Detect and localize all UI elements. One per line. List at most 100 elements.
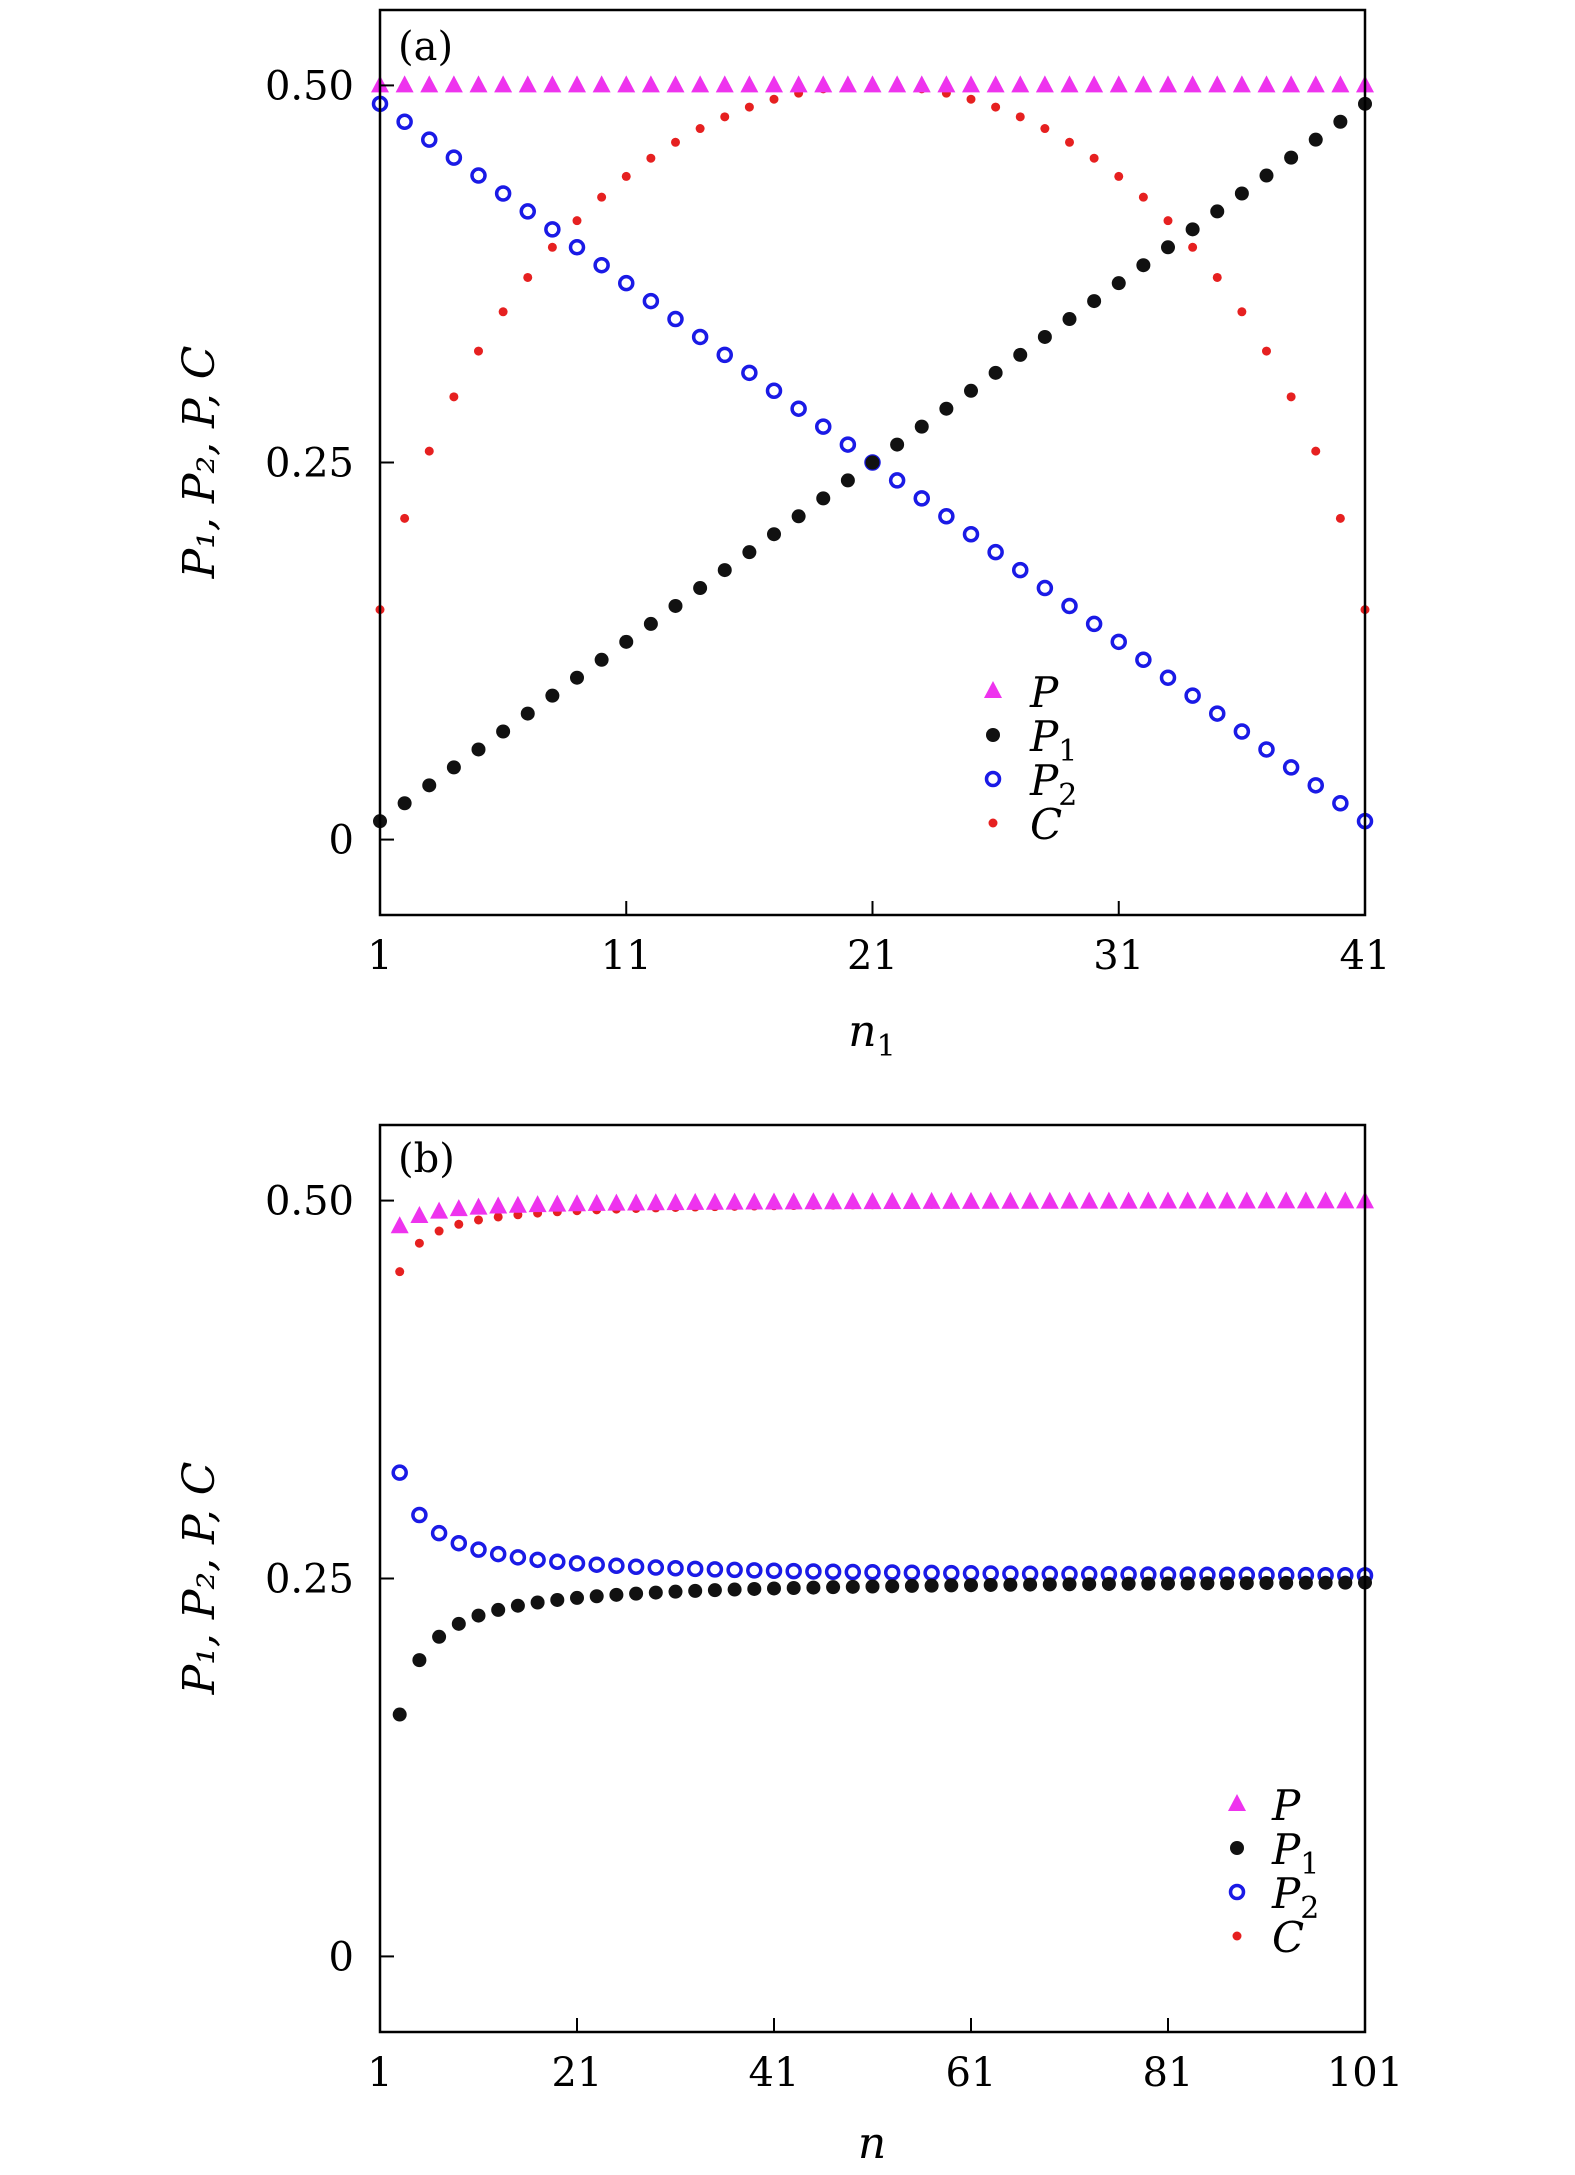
data-point-p [1035, 75, 1054, 93]
data-point-c [1040, 124, 1050, 134]
data-point-p2 [411, 1506, 428, 1524]
data-point-p2 [790, 400, 807, 417]
data-point-p2 [691, 328, 709, 346]
data-point-p1 [688, 1583, 703, 1598]
data-point-p [543, 75, 562, 93]
x-tick-label: 61 [946, 2050, 997, 2096]
legend-label-sub: 1 [1300, 1847, 1319, 1882]
legend-marker-p [984, 681, 1002, 698]
data-point-p [1296, 1191, 1315, 1209]
data-point-c [991, 102, 1001, 112]
data-point-p2 [618, 274, 635, 292]
data-point-p2 [1209, 705, 1226, 722]
legend-label-sub: 1 [1058, 734, 1077, 769]
data-point-p [888, 75, 907, 93]
data-point-p [1218, 1191, 1237, 1209]
data-point-p1 [432, 1629, 447, 1644]
data-point-p2 [815, 418, 832, 435]
data-point-c [597, 192, 607, 202]
data-point-p1 [1101, 1576, 1116, 1591]
series-c-a [375, 80, 1370, 615]
legend-label-sub: 2 [1058, 778, 1077, 813]
data-point-p1 [1087, 294, 1102, 309]
data-point-p1 [693, 581, 708, 596]
data-point-p1 [717, 563, 732, 578]
data-point-p [444, 75, 463, 93]
data-point-p2 [529, 1551, 546, 1569]
data-point-p2 [489, 1545, 507, 1563]
data-point-p [489, 1196, 508, 1214]
data-point-p [765, 75, 783, 93]
data-point-c [769, 94, 779, 104]
series-p1-b [392, 1575, 1372, 1722]
data-point-p [1277, 1191, 1296, 1209]
data-point-p1 [816, 491, 831, 506]
data-point-p [607, 1193, 626, 1211]
x-tick-label: 31 [1093, 933, 1144, 979]
data-point-p [705, 1192, 724, 1210]
data-point-p2 [642, 292, 660, 310]
data-point-c [547, 242, 557, 252]
data-point-p1 [988, 365, 1003, 380]
data-point-p [1257, 75, 1276, 93]
data-point-p1 [767, 527, 781, 542]
data-point-p2 [396, 113, 413, 131]
data-point-p [666, 1193, 685, 1211]
data-point-p [1257, 1191, 1276, 1209]
data-point-p2 [962, 525, 980, 543]
data-point-p2 [450, 1534, 468, 1552]
data-point-p2 [519, 203, 536, 220]
data-point-p2 [785, 1562, 802, 1580]
data-point-p1 [1062, 1577, 1077, 1592]
data-point-c [1237, 307, 1247, 317]
data-point-p [814, 75, 833, 93]
legend-item-p: P [984, 668, 1059, 717]
data-point-p [1336, 1191, 1355, 1209]
data-point-p [1099, 1191, 1118, 1209]
data-point-p1 [1062, 312, 1077, 327]
data-point-p1 [707, 1583, 722, 1598]
data-point-p2 [765, 382, 783, 400]
legend-marker-p [1228, 1794, 1246, 1811]
x-tick-label: 1 [367, 2050, 392, 2096]
data-point-c [1262, 346, 1271, 356]
data-point-p2 [494, 185, 512, 202]
data-point-c [474, 346, 483, 356]
x-tick-label: 21 [552, 2050, 603, 2096]
data-point-p1 [767, 1581, 781, 1596]
data-point-p [686, 1192, 705, 1210]
data-point-p [843, 1192, 862, 1210]
data-point-p1 [845, 1579, 860, 1594]
data-point-p2 [883, 1564, 901, 1581]
data-point-c [621, 171, 631, 181]
data-point-p2 [588, 1556, 605, 1573]
data-point-c [434, 1226, 444, 1236]
legend-label-p1: P1 [1029, 712, 1077, 769]
series-p2-a [371, 95, 1374, 830]
legend-label-main: P [1271, 1869, 1301, 1918]
data-point-p2 [913, 490, 930, 507]
data-point-p [1282, 75, 1301, 93]
legend-label-main: P [1029, 756, 1059, 805]
data-point-p [449, 1199, 468, 1217]
data-point-p [390, 1216, 409, 1234]
data-point-p1 [1185, 222, 1200, 237]
data-point-p [942, 1191, 961, 1209]
x-tick-label: 11 [601, 933, 652, 979]
data-point-p1 [1308, 132, 1323, 147]
data-point-p2 [716, 346, 733, 364]
legend-item-p2: P2 [984, 756, 1077, 813]
data-point-p1 [570, 670, 584, 685]
data-point-p2 [421, 131, 438, 148]
data-point-p [1134, 75, 1153, 93]
data-point-p2 [667, 1560, 684, 1577]
data-point-p [469, 1197, 488, 1215]
data-point-p1 [727, 1582, 742, 1597]
legend-item-p1: P1 [1230, 1825, 1319, 1882]
data-point-p1 [1082, 1577, 1097, 1592]
x-axis-label-b-main: n [858, 2118, 886, 2169]
data-point-p1 [1279, 1575, 1294, 1590]
